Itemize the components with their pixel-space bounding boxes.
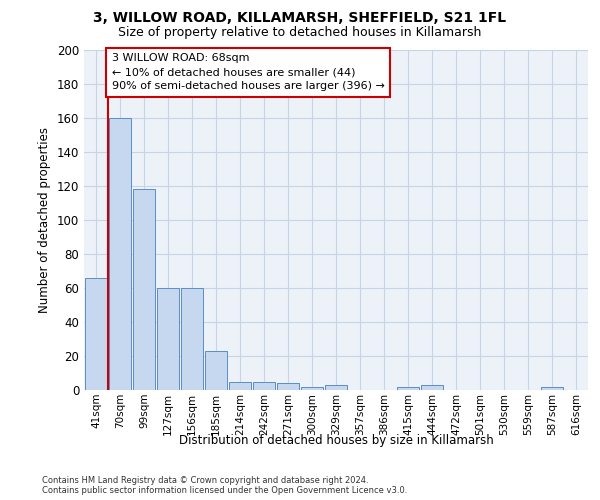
Text: Size of property relative to detached houses in Killamarsh: Size of property relative to detached ho… — [118, 26, 482, 39]
Bar — [133, 190, 155, 390]
Bar — [85, 278, 107, 390]
Bar — [277, 383, 299, 390]
Bar — [421, 385, 443, 390]
Bar — [253, 382, 275, 390]
Bar — [157, 288, 179, 390]
Text: 3 WILLOW ROAD: 68sqm
← 10% of detached houses are smaller (44)
90% of semi-detac: 3 WILLOW ROAD: 68sqm ← 10% of detached h… — [112, 54, 385, 92]
Text: Contains HM Land Registry data © Crown copyright and database right 2024.: Contains HM Land Registry data © Crown c… — [42, 476, 368, 485]
Bar — [397, 386, 419, 390]
Bar — [325, 385, 347, 390]
Bar — [205, 351, 227, 390]
Bar — [181, 288, 203, 390]
Bar — [229, 382, 251, 390]
Bar — [301, 386, 323, 390]
Bar — [541, 386, 563, 390]
Text: 3, WILLOW ROAD, KILLAMARSH, SHEFFIELD, S21 1FL: 3, WILLOW ROAD, KILLAMARSH, SHEFFIELD, S… — [94, 12, 506, 26]
Y-axis label: Number of detached properties: Number of detached properties — [38, 127, 51, 313]
Text: Distribution of detached houses by size in Killamarsh: Distribution of detached houses by size … — [179, 434, 493, 447]
Text: Contains public sector information licensed under the Open Government Licence v3: Contains public sector information licen… — [42, 486, 407, 495]
Bar — [109, 118, 131, 390]
